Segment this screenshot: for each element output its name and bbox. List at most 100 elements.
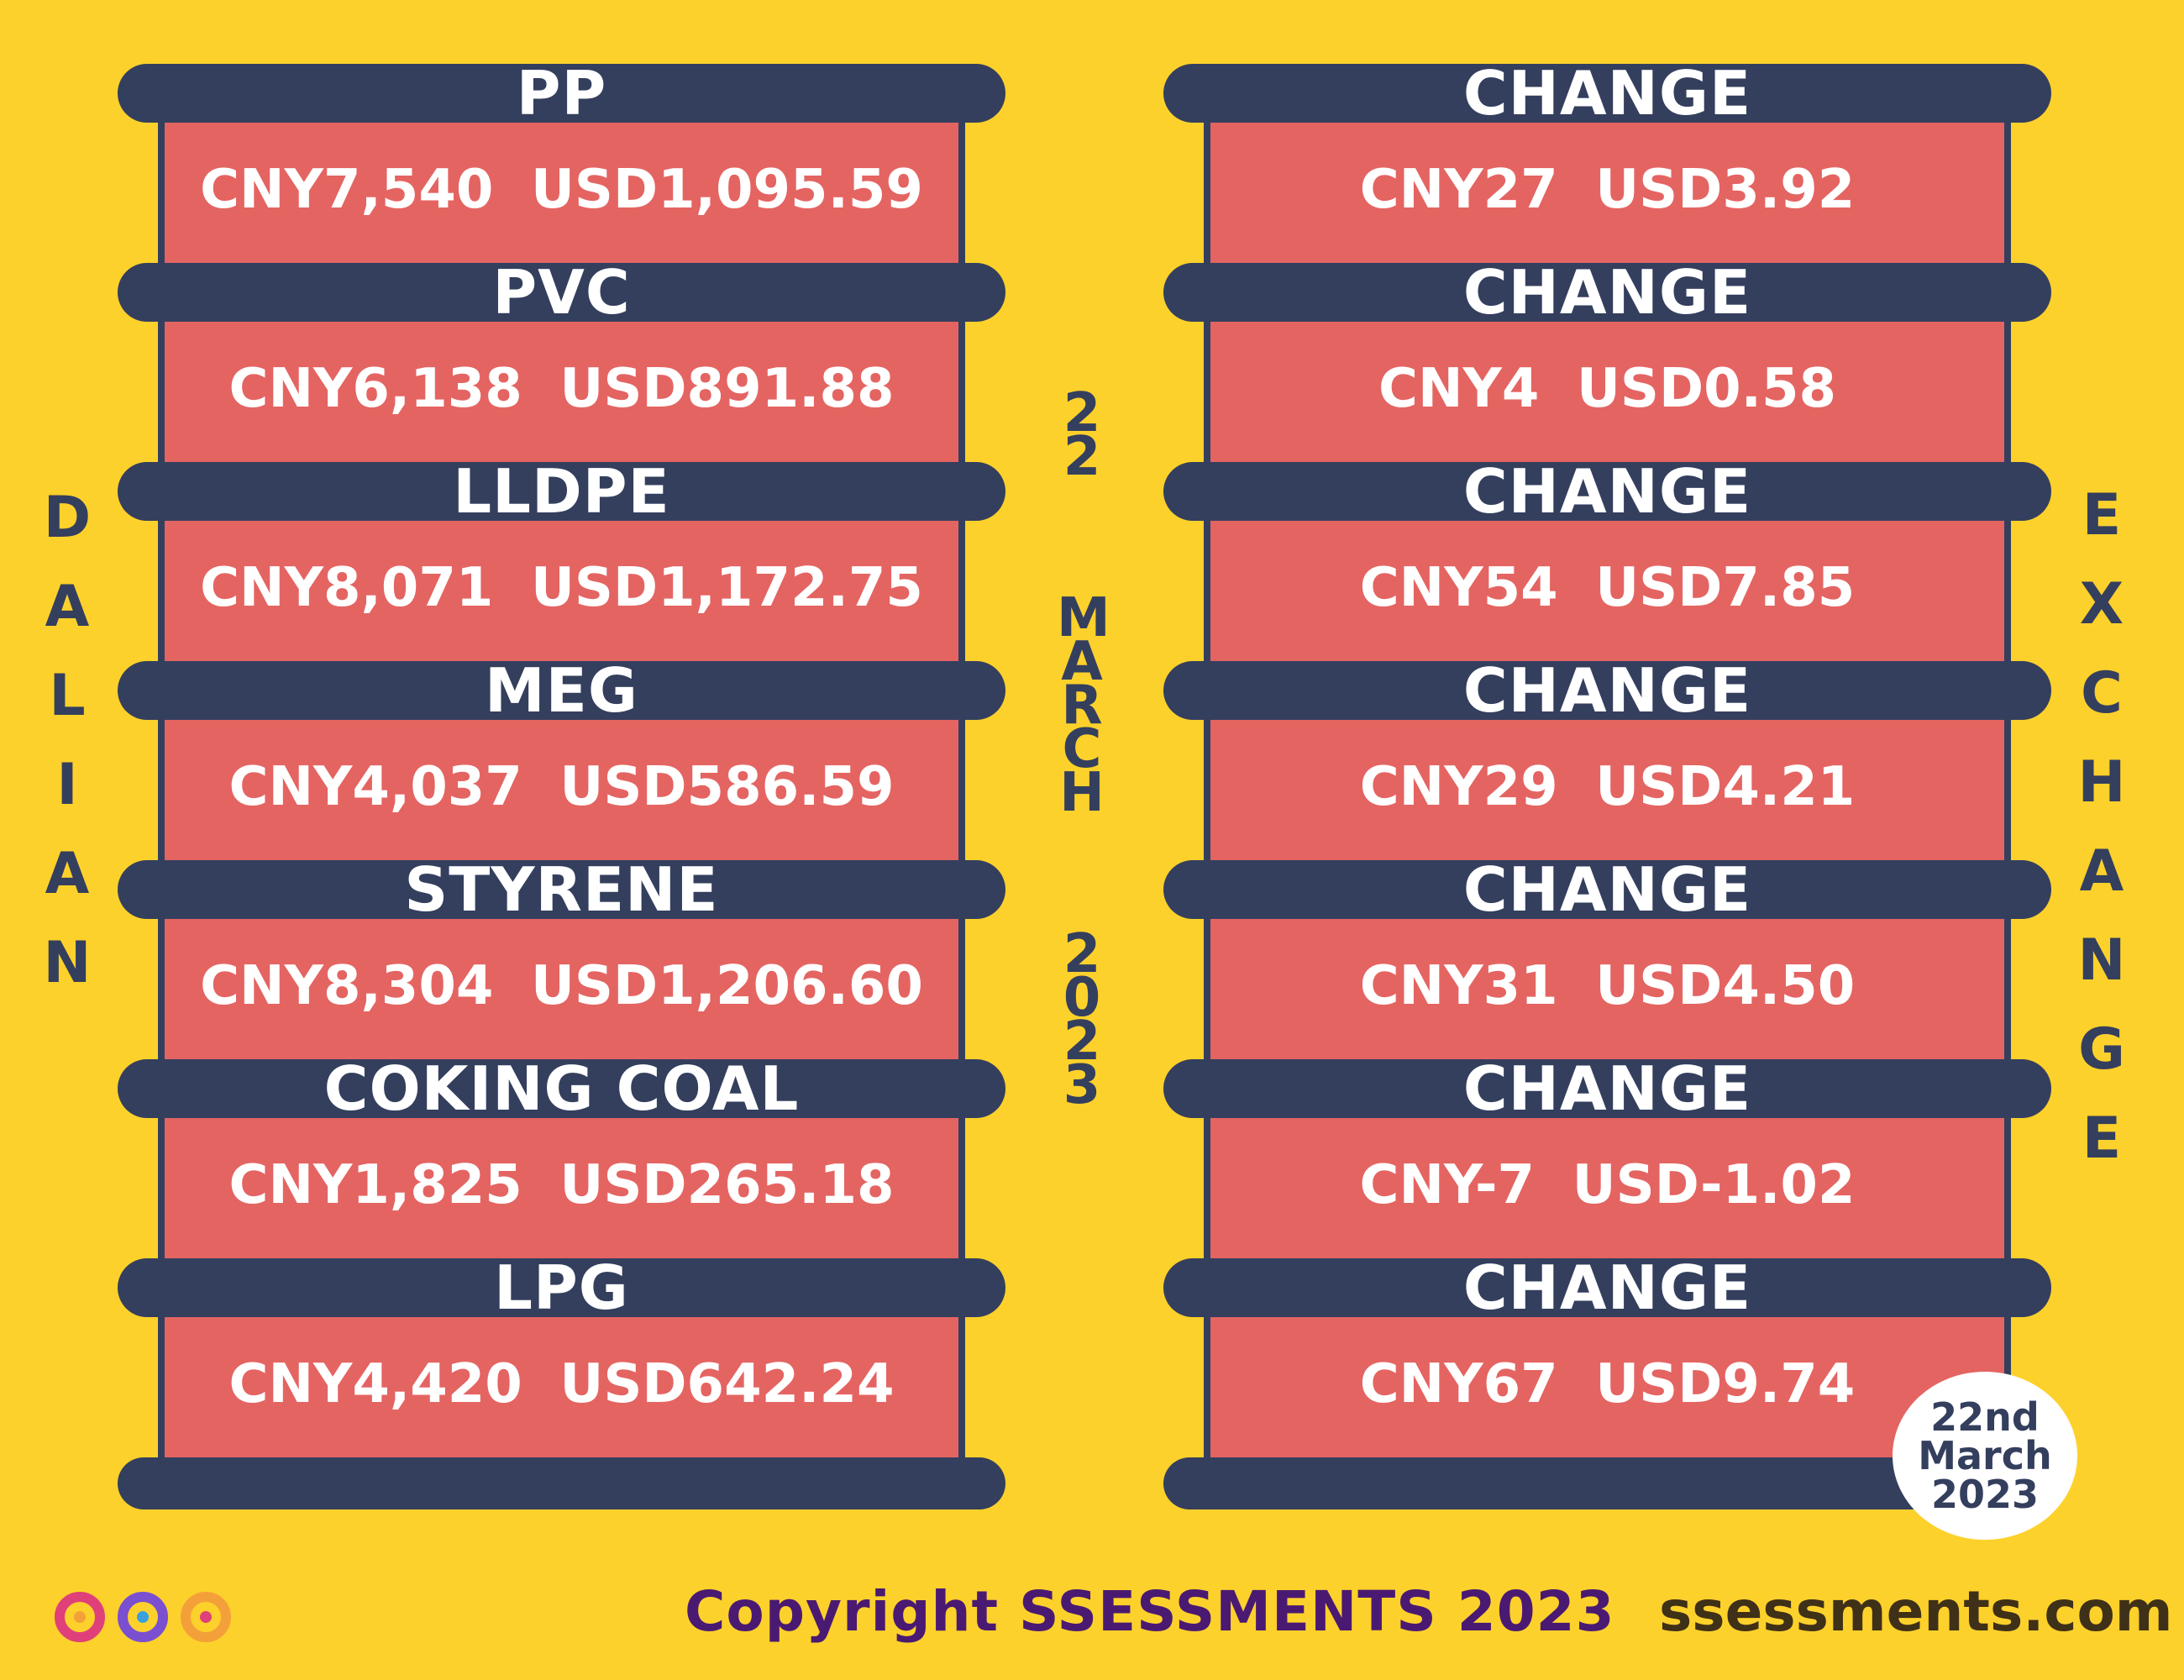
commodity-header-band: COKING COAL [118, 1053, 1005, 1124]
commodity-row: STYRENE CNY8,304 USD1,206.60 [118, 854, 1005, 1070]
change-header-band: CHANGE [1163, 655, 2051, 726]
change-header-band: CHANGE [1163, 63, 2051, 123]
change-value-text: CNY27 USD3.92 [1359, 159, 1856, 221]
vertical-letter: E [2082, 482, 2122, 549]
change-value-text: CNY54 USD7.85 [1359, 557, 1856, 619]
copyright-text: Copyright SSESSMENTS 2023 [685, 1579, 1615, 1644]
vertical-letter: I [56, 752, 78, 818]
commodity-column: PP CNY7,540 USD1,095.59 PVC CNY6,138 USD891… [118, 58, 1005, 1509]
ssessments-logo-icon [55, 1592, 231, 1642]
vertical-letter: X [2079, 571, 2124, 638]
commodity-value-panel: CNY8,304 USD1,206.60 [158, 902, 965, 1070]
change-value-panel: CNY54 USD7.85 [1204, 504, 2011, 672]
change-value-text: CNY31 USD4.50 [1359, 955, 1856, 1017]
change-row: CHANGE CNY-7 USD-1.02 [1163, 1053, 2051, 1269]
vertical-letter: L [49, 663, 86, 729]
change-header-band: CHANGE [1163, 257, 2051, 328]
change-column: CHANGE CNY27 USD3.92 CHANGE CNY4 USD0.58 CHA… [1163, 63, 2051, 1509]
vertical-letter: 2 [1063, 426, 1101, 488]
commodity-value-panel: CNY6,138 USD891.88 [158, 305, 965, 473]
change-header-label: CHANGE [1462, 655, 1752, 726]
commodity-header-label: LPG [494, 1252, 629, 1323]
change-header-label: CHANGE [1462, 456, 1752, 527]
vertical-letter: E [2082, 1105, 2122, 1172]
change-header-label: CHANGE [1462, 257, 1752, 328]
commodity-value-text: CNY8,304 USD1,206.60 [200, 955, 923, 1017]
commodity-row: PP CNY7,540 USD1,095.59 [118, 58, 1005, 274]
change-value-panel: CNY31 USD4.50 [1204, 902, 2011, 1070]
change-value-panel: CNY-7 USD-1.02 [1204, 1101, 2011, 1269]
commodity-header-band: LLDPE [118, 456, 1005, 527]
vertical-letter: N [43, 930, 92, 996]
commodity-value-panel: CNY7,540 USD1,095.59 [158, 106, 965, 274]
change-row: CHANGE CNY4 USD0.58 [1163, 257, 2051, 473]
vertical-letter: 2 [1063, 382, 1101, 444]
change-row: CHANGE CNY31 USD4.50 [1163, 854, 2051, 1070]
commodity-value-text: CNY6,138 USD891.88 [228, 358, 895, 420]
website-link[interactable]: ssessments.com [1659, 1579, 2173, 1644]
commodity-value-text: CNY8,071 USD1,172.75 [200, 557, 923, 619]
vertical-letter [1057, 810, 1107, 927]
vertical-letter: C [1062, 718, 1102, 780]
vertical-letter: D [43, 485, 92, 551]
vertical-letter: G [2078, 1016, 2125, 1083]
vertical-letter: M [1057, 587, 1110, 649]
change-value-text: CNY29 USD4.21 [1359, 756, 1856, 818]
change-header-label: CHANGE [1462, 1252, 1752, 1323]
change-value-text: CNY-7 USD-1.02 [1359, 1154, 1856, 1216]
vertical-letter: A [45, 574, 90, 640]
change-row: CHANGE CNY27 USD3.92 [1163, 63, 2051, 274]
commodity-header-band: STYRENE [118, 854, 1005, 925]
commodity-row: PVC CNY6,138 USD891.88 [118, 257, 1005, 473]
vertical-letter: 2 [1063, 923, 1101, 985]
date-badge-day: 22nd [1930, 1394, 2040, 1440]
date-badge-month: March [1918, 1433, 2052, 1478]
commodity-row: LLDPE CNY8,071 USD1,172.75 [118, 456, 1005, 672]
commodity-value-panel: CNY4,420 USD642.24 [158, 1300, 965, 1468]
change-value-panel: CNY29 USD4.21 [1204, 703, 2011, 871]
vertical-letter: 2 [1063, 1011, 1101, 1073]
change-header-band: CHANGE [1163, 456, 2051, 527]
commodity-header-label: COKING COAL [323, 1053, 800, 1124]
vertical-letter: A [45, 841, 90, 907]
commodity-value-text: CNY4,037 USD586.59 [228, 756, 895, 818]
commodity-value-text: CNY7,540 USD1,095.59 [200, 159, 923, 221]
vertical-letter: H [2077, 749, 2126, 816]
change-header-band: CHANGE [1163, 854, 2051, 925]
change-header-label: CHANGE [1462, 1053, 1752, 1124]
change-value-text: CNY67 USD9.74 [1359, 1353, 1856, 1415]
change-row: CHANGE CNY29 USD4.21 [1163, 655, 2051, 871]
vertical-letter: N [2077, 927, 2126, 994]
commodity-row: COKING COAL CNY1,825 USD265.18 [118, 1053, 1005, 1269]
commodity-header-band: MEG [118, 655, 1005, 726]
vertical-letter: 0 [1063, 967, 1101, 1029]
change-header-label: CHANGE [1462, 854, 1752, 925]
date-badge-year: 2023 [1930, 1472, 2040, 1517]
commodity-header-label: MEG [485, 655, 638, 726]
vertical-letter: H [1059, 762, 1105, 824]
change-row: CHANGE CNY67 USD9.74 [1163, 1252, 2051, 1468]
commodity-header-label: STYRENE [404, 854, 719, 925]
vertical-letter [1057, 474, 1107, 591]
commodity-header-label: LLDPE [453, 456, 670, 527]
vertical-letter: A [2079, 838, 2124, 905]
vertical-letter: C [2081, 660, 2123, 727]
commodity-value-panel: CNY1,825 USD265.18 [158, 1101, 965, 1269]
commodity-value-text: CNY4,420 USD642.24 [228, 1353, 895, 1415]
commodity-header-label: PVC [492, 257, 631, 328]
change-value-panel: CNY67 USD9.74 [1204, 1300, 2011, 1468]
commodity-row: LPG CNY4,420 USD642.24 [118, 1252, 1005, 1468]
change-row: CHANGE CNY54 USD7.85 [1163, 456, 2051, 672]
vertical-letter: A [1061, 631, 1103, 693]
commodity-value-panel: CNY4,037 USD586.59 [158, 703, 965, 871]
date-badge: 22nd March 2023 [1893, 1372, 2077, 1540]
vertical-letter: R [1061, 675, 1103, 737]
column-base-band [118, 1457, 1005, 1509]
commodity-row: MEG CNY4,037 USD586.59 [118, 655, 1005, 871]
change-value-panel: CNY27 USD3.92 [1204, 106, 2011, 274]
change-header-band: CHANGE [1163, 1053, 2051, 1124]
commodity-header-label: PP [516, 58, 607, 129]
